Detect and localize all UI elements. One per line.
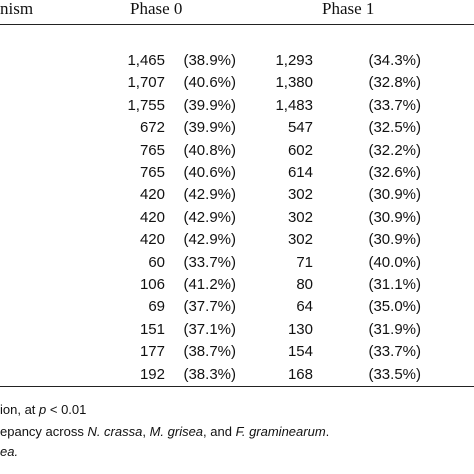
count-cell: 106 [139,276,165,293]
percent-cell: (32.6%) [368,164,421,181]
count-cell: 177 [139,343,165,361]
count-cell: 302 [287,186,313,204]
footnote-text: . [325,424,330,439]
count-cell: 1,483 [275,96,313,114]
percent-cell: (38.7%) [183,343,236,361]
count-cell: 1,707 [127,74,165,92]
percent-cell: (31.1%) [368,276,421,293]
footnote-text: , [142,424,150,439]
count-cell: 168 [287,365,313,383]
header-cell: nism [0,0,34,18]
footnote: epancy across N. crassa, M. grisea, and … [0,424,329,440]
percent-cell: (42.9%) [183,208,236,226]
count-cell: 151 [139,320,165,338]
count-cell: 547 [287,119,313,137]
percent-cell: (32.5%) [368,119,421,137]
percent-cell: (38.9%) [183,52,236,69]
percent-cell: (40.0%) [368,253,421,271]
percent-cell: (30.9%) [368,231,421,249]
percent-cell: (33.7%) [368,343,421,361]
percent-cell: (31.9%) [368,320,421,338]
percent-cell: (33.7%) [368,96,421,114]
percent-cell: (38.3%) [183,365,236,383]
footnote-text: M. grisea [149,424,204,439]
percent-cell: (39.9%) [183,119,236,137]
count-cell: 1,380 [275,74,313,92]
count-cell: 420 [139,231,165,249]
footnote-text: < 0.01 [46,402,87,417]
footnote: ion, at p < 0.01 [0,402,86,418]
footnote-text: F. graminearum [235,424,326,439]
count-cell: 602 [287,141,313,159]
percent-cell: (34.3%) [368,52,421,69]
header-rule [0,24,474,25]
percent-cell: (30.9%) [368,208,421,226]
percent-cell: (33.7%) [183,253,236,271]
percent-cell: (40.6%) [183,74,236,92]
footnote-text: ion, at [0,402,40,417]
percent-cell: (39.9%) [183,96,236,114]
percent-cell: (40.8%) [183,141,236,159]
count-cell: 71 [296,253,313,271]
percent-cell: (42.9%) [183,231,236,249]
count-cell: 192 [139,365,165,383]
footnote-text: N. crassa [87,424,143,439]
count-cell: 420 [139,186,165,204]
count-cell: 1,293 [275,52,313,69]
bottom-rule [0,386,474,387]
count-cell: 130 [287,320,313,338]
count-cell: 80 [296,276,313,293]
header-cell: Phase 0 [130,0,183,18]
count-cell: 672 [139,119,165,137]
percent-cell: (32.8%) [368,74,421,92]
percent-cell: (42.9%) [183,186,236,204]
percent-cell: (37.7%) [183,298,236,316]
count-cell: 765 [139,164,165,181]
percent-cell: (35.0%) [368,298,421,316]
count-cell: 64 [296,298,313,316]
count-cell: 420 [139,208,165,226]
count-cell: 614 [287,164,313,181]
percent-cell: (37.1%) [183,320,236,338]
footnote-text: ea. [0,444,19,459]
percent-cell: (32.2%) [368,141,421,159]
count-cell: 302 [287,231,313,249]
footnote-text: epancy across [0,424,88,439]
count-cell: 765 [139,141,165,159]
count-cell: 60 [148,253,165,271]
footnote: ea. [0,444,18,460]
percent-cell: (33.5%) [368,365,421,383]
count-cell: 1,755 [127,96,165,114]
count-cell: 1,465 [127,52,165,69]
percent-cell: (41.2%) [183,276,236,293]
footnote-text: , and [203,424,236,439]
count-cell: 302 [287,208,313,226]
count-cell: 69 [148,298,165,316]
count-cell: 154 [287,343,313,361]
percent-cell: (40.6%) [183,164,236,181]
percent-cell: (30.9%) [368,186,421,204]
header-cell: Phase 1 [322,0,375,18]
footnote-text: p [39,402,47,417]
